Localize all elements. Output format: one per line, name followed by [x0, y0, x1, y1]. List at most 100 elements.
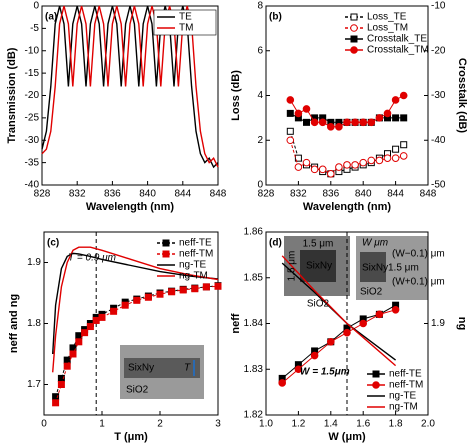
legend-label: Loss_TM	[367, 23, 408, 34]
y-tick-label: 1.9	[27, 257, 41, 268]
x-tick-label: 832	[290, 189, 307, 200]
marker	[162, 250, 170, 258]
marker	[391, 305, 400, 314]
x-tick-label: 844	[387, 189, 404, 200]
marker	[202, 283, 210, 291]
y-axis-label: Transmission (dB)	[6, 47, 18, 143]
marker	[343, 118, 351, 127]
y-tick-label: -5	[30, 23, 39, 34]
legend-label: TE	[179, 12, 192, 23]
legend-label: neff-TE	[389, 369, 422, 380]
y-tick-label: 1.84	[244, 318, 264, 329]
marker	[375, 310, 384, 319]
annotation: W μm	[362, 238, 388, 249]
marker	[367, 156, 376, 165]
marker	[335, 163, 343, 171]
marker	[367, 118, 376, 127]
marker	[75, 332, 83, 340]
y-tick-label: 4	[257, 90, 263, 101]
marker	[327, 123, 335, 131]
x-tick-label: 2.0	[421, 419, 435, 430]
marker	[343, 328, 351, 337]
marker	[335, 123, 343, 131]
marker	[392, 145, 400, 153]
legend-label: neff-TE	[179, 238, 212, 249]
x-tick-label: 1	[99, 419, 105, 430]
marker	[318, 118, 327, 127]
legend-label: Crosstalk_TE	[367, 34, 427, 45]
x-tick-label: 836	[104, 189, 121, 200]
marker	[110, 307, 118, 315]
x-tick-label: 848	[210, 189, 227, 200]
x-tick-label: 836	[322, 189, 339, 200]
marker	[294, 109, 303, 118]
x-tick-label: 0	[41, 419, 47, 430]
annotation: T	[184, 363, 191, 374]
marker	[383, 154, 392, 162]
y2-tick-label: -40	[431, 135, 446, 146]
x-tick-label: 1.0	[259, 419, 273, 430]
legend-label: ng-TM	[179, 271, 208, 282]
inset-core	[360, 252, 386, 282]
y-tick-label: 1.85	[244, 272, 264, 283]
marker	[294, 163, 303, 171]
marker	[98, 313, 106, 321]
x-tick-label: 848	[420, 189, 437, 200]
marker	[350, 24, 358, 32]
marker	[391, 154, 400, 162]
annotation: SiO2	[307, 299, 330, 310]
y2-axis-label: ng	[456, 317, 468, 330]
annotation: SixNy	[362, 263, 388, 274]
y-tick-label: 1.7	[27, 379, 41, 390]
y-tick-label: -40	[25, 180, 40, 191]
marker	[383, 109, 392, 118]
y-tick-label: -35	[25, 157, 40, 168]
marker	[286, 136, 295, 145]
marker	[294, 154, 302, 162]
x-tick-label: 828	[258, 189, 275, 200]
marker	[179, 286, 187, 294]
marker	[144, 293, 152, 301]
annotation: (W−0.1) μm	[392, 249, 445, 260]
marker	[372, 381, 380, 389]
marker	[343, 161, 351, 169]
y-tick-label: 1.86	[244, 227, 264, 238]
y2-tick-label: -10	[431, 1, 446, 12]
x-axis-label: Wavelength (nm)	[303, 201, 392, 213]
y-tick-label: -15	[25, 68, 40, 79]
y-tick-label: 8	[257, 1, 263, 12]
y-axis-label: neff and ng	[8, 294, 20, 353]
marker	[375, 156, 384, 165]
legend-label: neff-TM	[389, 380, 423, 391]
marker	[286, 109, 294, 117]
marker	[156, 290, 164, 298]
x-axis-label: T (μm)	[114, 431, 148, 443]
marker	[391, 96, 400, 104]
marker	[310, 118, 319, 127]
marker	[121, 301, 129, 309]
y-tick-label: 1.82	[244, 410, 264, 421]
marker	[303, 118, 310, 126]
marker	[278, 379, 287, 387]
marker	[400, 141, 408, 149]
annotation: SiO2	[360, 287, 383, 298]
legend-label: ng-TE	[179, 260, 207, 271]
annotation: W = 1.5μm	[300, 367, 350, 378]
y-tick-label: -25	[25, 113, 40, 124]
marker	[302, 105, 311, 113]
y-tick-label: 0	[33, 1, 39, 12]
marker	[327, 338, 335, 346]
x-tick-label: 828	[34, 189, 51, 200]
annotation: SixNy	[128, 363, 154, 374]
x-tick-label: 2	[157, 419, 163, 430]
marker	[310, 351, 319, 360]
series-line	[52, 246, 219, 373]
y-axis-label: Loss (dB)	[230, 70, 242, 121]
y-tick-label: 2	[257, 135, 263, 146]
marker	[359, 118, 368, 127]
x-tick-label: 3	[215, 419, 221, 430]
y-tick-label: 0	[257, 180, 263, 191]
legend-label: ng-TE	[389, 391, 417, 402]
x-tick-label: 1.8	[389, 419, 403, 430]
